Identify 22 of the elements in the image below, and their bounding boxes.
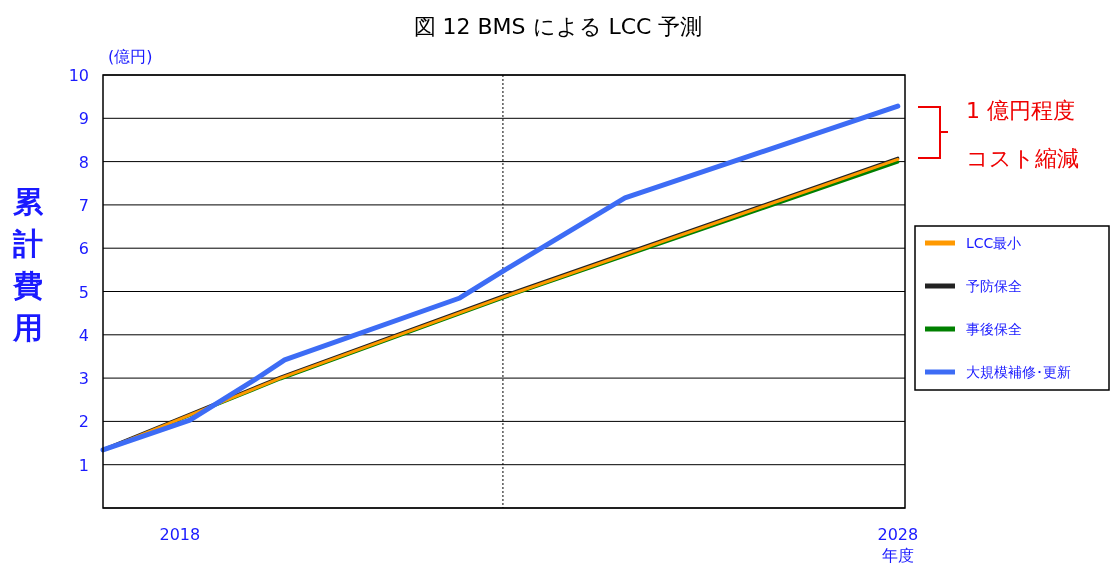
legend-label: 事後保全 xyxy=(966,321,1022,337)
y-tick-label: 5 xyxy=(78,282,89,302)
text: (億円) xyxy=(108,47,153,66)
text: コスト縮減 xyxy=(966,146,1079,171)
legend-label: LCC最小 xyxy=(966,235,1022,251)
chart-title: 図 12 BMS による LCC 予測 xyxy=(413,14,703,39)
x-axis-title: 年度 xyxy=(881,546,914,565)
y-tick-label: 2 xyxy=(78,412,89,432)
legend-label: 大規模補修･更新 xyxy=(966,364,1071,380)
x-tick-label: 2028 xyxy=(877,525,919,544)
legend-label: 予防保全 xyxy=(966,278,1022,294)
y-tick-label: 1 xyxy=(78,455,89,475)
y-tick-label: 4 xyxy=(78,325,89,345)
y-tick-label: 7 xyxy=(78,195,89,215)
text: 1 億円程度 xyxy=(966,98,1075,123)
y-axis-title: 累計費用 xyxy=(12,184,44,345)
y-tick-label: 6 xyxy=(78,239,89,259)
y-tick-label: 10 xyxy=(68,66,89,85)
y-tick-label: 8 xyxy=(78,152,89,172)
y-tick-label: 9 xyxy=(78,109,89,129)
x-tick-label: 2018 xyxy=(159,525,201,544)
y-tick-label: 3 xyxy=(78,369,89,389)
